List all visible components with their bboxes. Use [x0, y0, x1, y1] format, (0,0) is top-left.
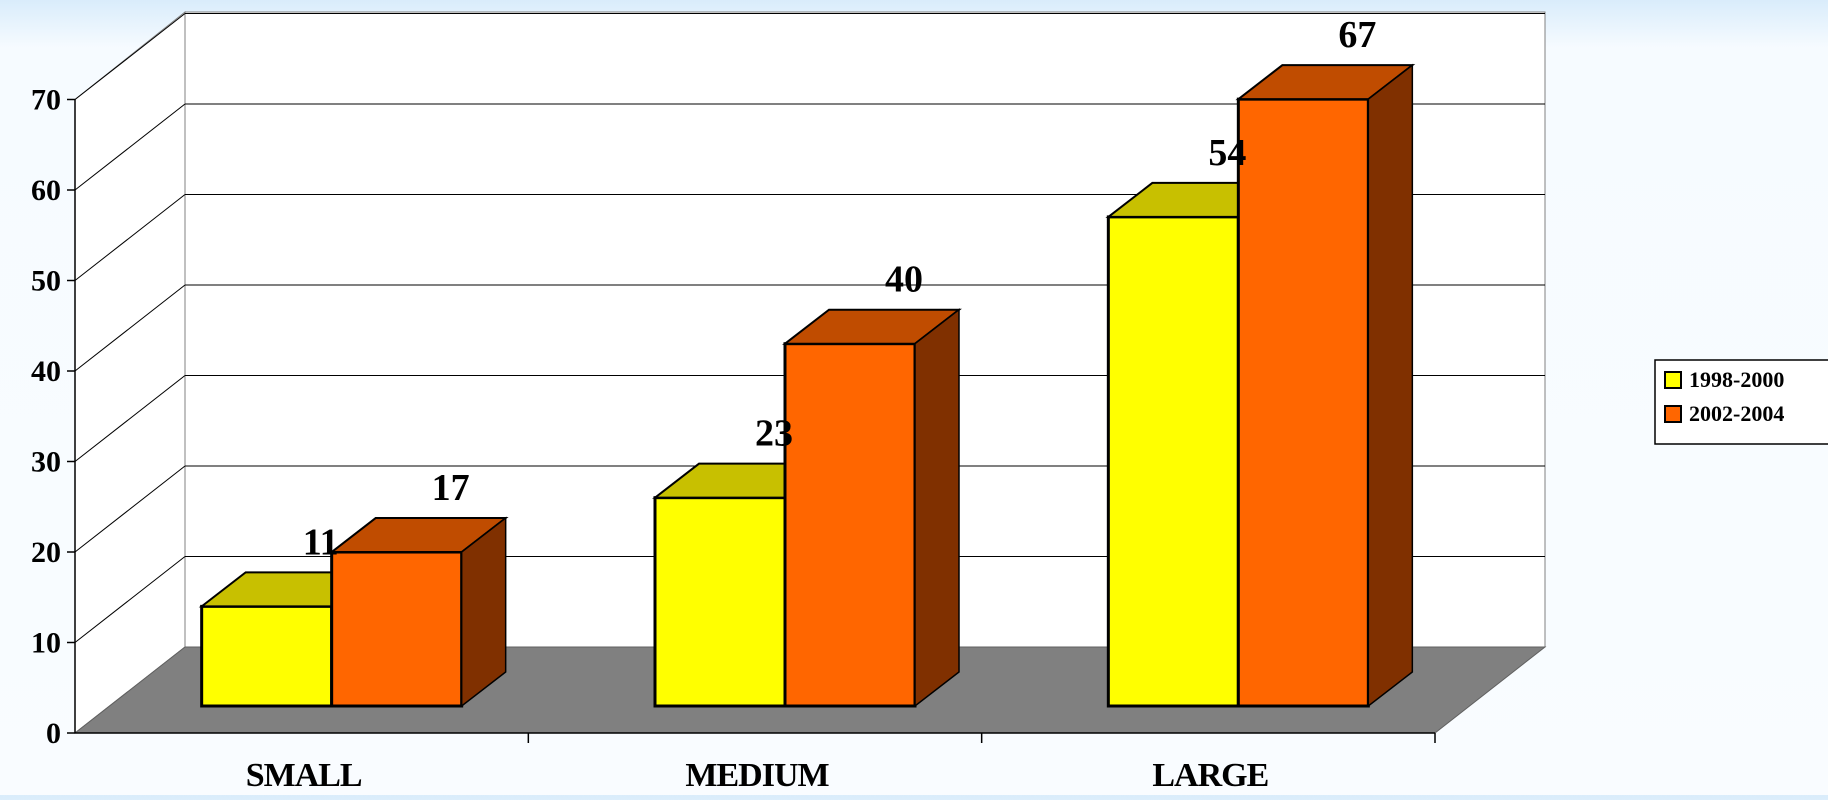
x-tick-label-medium: MEDIUM: [685, 757, 829, 794]
bar-front-large-2002-2004: [1236, 97, 1370, 708]
y-tick-label: 0: [46, 717, 61, 750]
data-label-large-1998-2000: 54: [1208, 132, 1246, 174]
legend-swatch-2002-2004: [1664, 405, 1682, 423]
y-tick-label: 50: [31, 265, 61, 298]
bar-side-small-2002-2004: [460, 516, 507, 708]
gridline-side: [74, 284, 186, 372]
data-label-medium-1998-2000: 23: [755, 413, 793, 455]
gridline-side: [74, 13, 186, 100]
bar-front-small-1998-2000: [200, 604, 334, 708]
bars: [198, 63, 1416, 708]
gridline-side: [74, 465, 186, 553]
legend: 1998-2000 2002-2004: [1654, 359, 1828, 445]
bar-front-medium-1998-2000: [653, 496, 787, 708]
y-tick-label: 20: [31, 536, 61, 569]
gridline-side: [74, 556, 186, 643]
legend-swatch-1998-2000: [1664, 371, 1682, 389]
axes: 0 10 20 30 40 50 60 70 SMALL MEDIUM LARGE: [31, 84, 1436, 794]
side-wall: [74, 10, 186, 735]
y-tick-label: 30: [31, 446, 61, 479]
gridline-side: [74, 194, 186, 281]
data-label-medium-2002-2004: 40: [885, 259, 923, 301]
bar-front-small-2002-2004: [330, 550, 464, 708]
bar-front-large-1998-2000: [1106, 215, 1240, 708]
bar-side-medium-2002-2004: [914, 308, 960, 708]
gridline-side: [74, 103, 186, 191]
y-tick-label: 70: [31, 84, 61, 117]
legend-label-2002-2004: 2002-2004: [1689, 401, 1784, 426]
data-label-small-1998-2000: 11: [303, 521, 339, 563]
bar-side-large-2002-2004: [1367, 63, 1414, 708]
data-label-large-2002-2004: 67: [1338, 14, 1376, 56]
gridline-side: [74, 375, 186, 462]
bar-front-medium-2002-2004: [783, 342, 917, 708]
legend-box: [1654, 359, 1828, 445]
y-tick-label: 40: [31, 355, 61, 388]
data-labels: 11 17 23 40 54 67: [303, 14, 1377, 563]
x-tick-label-small: SMALL: [246, 757, 362, 794]
y-tick-label: 10: [31, 627, 61, 660]
legend-label-1998-2000: 1998-2000: [1689, 367, 1784, 392]
data-label-small-2002-2004: 17: [432, 467, 470, 509]
y-tick-label: 60: [31, 174, 61, 207]
x-tick-label-large: LARGE: [1152, 757, 1268, 794]
